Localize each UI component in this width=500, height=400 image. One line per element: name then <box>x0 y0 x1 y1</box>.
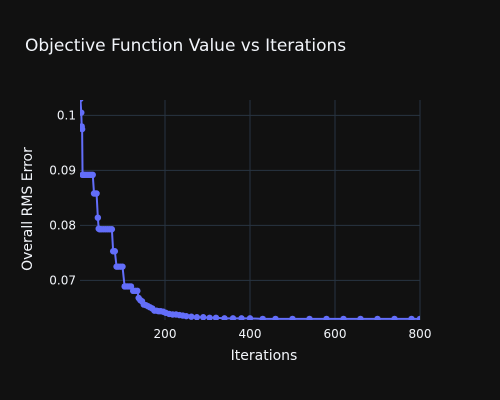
data-point <box>340 315 347 320</box>
data-point <box>193 314 201 320</box>
data-point <box>289 315 296 320</box>
x-tick-label: 800 <box>409 327 432 341</box>
data-point <box>357 315 364 320</box>
y-tick-label: 0.09 <box>49 163 76 177</box>
data-point <box>89 171 96 178</box>
data-point <box>94 214 102 221</box>
data-point <box>119 263 126 270</box>
data-point <box>206 314 213 320</box>
data-point <box>111 248 119 255</box>
grid-lines <box>80 100 421 320</box>
x-tick-label: 400 <box>239 327 262 341</box>
y-tick-label: 0.1 <box>57 108 76 122</box>
data-point <box>306 315 313 320</box>
x-axis-title: Iterations <box>231 348 298 364</box>
data-point <box>221 315 228 320</box>
chart-title: Objective Function Value vs Iterations <box>25 36 346 56</box>
data-point <box>259 315 266 320</box>
data-point <box>80 125 86 133</box>
x-tick-labels: 200 400 600 800 <box>154 327 432 341</box>
data-point <box>374 315 381 320</box>
data-point <box>80 109 85 116</box>
x-tick-label: 200 <box>154 327 177 341</box>
data-point <box>391 315 398 320</box>
data-point <box>183 312 190 320</box>
data-point <box>134 287 141 295</box>
data-point <box>408 315 415 320</box>
data-point <box>200 314 207 320</box>
data-point <box>323 315 330 320</box>
y-axis-title: Overall RMS Error <box>20 147 36 271</box>
data-point <box>272 315 279 320</box>
data-point <box>93 190 100 197</box>
data-point <box>238 315 245 320</box>
data-point <box>416 315 420 320</box>
y-tick-label: 0.07 <box>49 273 76 287</box>
y-tick-label: 0.08 <box>49 218 76 232</box>
data-point <box>212 314 220 320</box>
data-point <box>246 315 254 320</box>
data-point <box>229 315 237 320</box>
x-tick-label: 600 <box>324 327 347 341</box>
data-series <box>80 100 420 320</box>
data-point <box>108 226 116 233</box>
data-point <box>188 313 195 320</box>
data-point <box>80 100 84 103</box>
y-tick-labels: 0.07 0.08 0.09 0.1 <box>49 108 76 287</box>
